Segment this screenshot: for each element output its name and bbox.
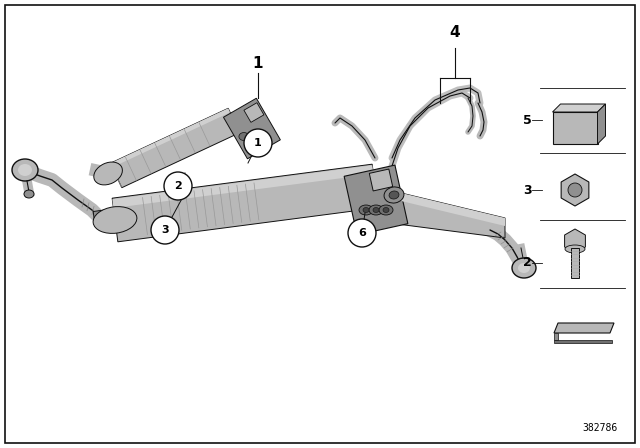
Polygon shape: [552, 104, 605, 112]
Polygon shape: [397, 192, 505, 226]
Ellipse shape: [18, 164, 32, 176]
FancyBboxPatch shape: [571, 248, 579, 278]
Polygon shape: [112, 164, 378, 242]
Text: 382786: 382786: [582, 423, 618, 433]
Ellipse shape: [384, 187, 404, 203]
Polygon shape: [397, 192, 505, 238]
Text: 1: 1: [253, 56, 263, 70]
FancyBboxPatch shape: [552, 112, 598, 144]
Ellipse shape: [359, 205, 373, 215]
Circle shape: [151, 216, 179, 244]
Ellipse shape: [379, 205, 393, 215]
Ellipse shape: [24, 190, 34, 198]
Text: 6: 6: [358, 228, 366, 238]
Ellipse shape: [363, 207, 369, 212]
Ellipse shape: [383, 207, 389, 212]
Polygon shape: [554, 323, 614, 333]
Ellipse shape: [94, 162, 122, 185]
Ellipse shape: [512, 258, 536, 278]
Text: 5: 5: [524, 113, 532, 126]
Ellipse shape: [369, 205, 383, 215]
Polygon shape: [223, 98, 280, 159]
Ellipse shape: [518, 263, 530, 273]
Polygon shape: [112, 165, 373, 208]
Ellipse shape: [389, 191, 399, 199]
Polygon shape: [598, 104, 605, 144]
Polygon shape: [110, 108, 239, 188]
Text: 3: 3: [524, 184, 532, 197]
Ellipse shape: [249, 133, 259, 141]
Ellipse shape: [373, 207, 379, 212]
Polygon shape: [369, 169, 393, 191]
Polygon shape: [554, 340, 612, 343]
Polygon shape: [93, 209, 117, 225]
Text: 3: 3: [161, 225, 169, 235]
Text: 2: 2: [174, 181, 182, 191]
Ellipse shape: [565, 245, 585, 253]
Polygon shape: [344, 165, 408, 235]
Polygon shape: [554, 333, 558, 340]
Text: 4: 4: [450, 25, 460, 40]
Text: 2: 2: [524, 257, 532, 270]
Circle shape: [164, 172, 192, 200]
Circle shape: [568, 183, 582, 197]
Polygon shape: [244, 103, 264, 122]
Ellipse shape: [259, 133, 269, 141]
Ellipse shape: [239, 133, 249, 141]
Circle shape: [244, 129, 272, 157]
Ellipse shape: [93, 207, 137, 233]
Circle shape: [348, 219, 376, 247]
Text: 1: 1: [254, 138, 262, 148]
Polygon shape: [110, 108, 230, 167]
Ellipse shape: [12, 159, 38, 181]
